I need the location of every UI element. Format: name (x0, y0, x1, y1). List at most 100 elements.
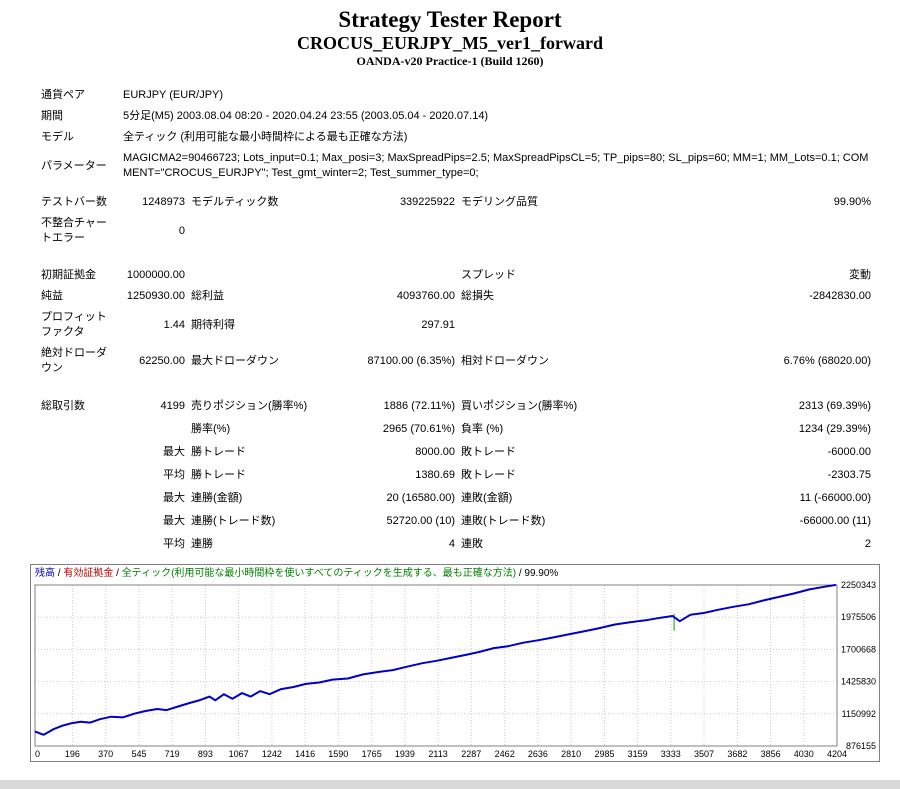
svg-text:1067: 1067 (229, 749, 249, 759)
abs-drawdown-value: 62250.00 (139, 354, 185, 367)
conloss-money-label: 連敗(金額) (461, 492, 513, 504)
avg-win-label: 勝トレード (191, 469, 246, 481)
row-period: 期間 5分足(M5) 2003.08.04 08:20 - 2020.04.24… (38, 106, 874, 127)
balance-chart: 残高 / 有効証拠金 / 全ティック(利用可能な最小時間枠を使いすべてのティック… (30, 564, 880, 762)
parameters-value: MAGICMA2=90466723; Lots_input=0.1; Max_p… (123, 152, 869, 179)
parameters-label: パラメーター (41, 159, 107, 172)
svg-text:2250343: 2250343 (841, 581, 876, 590)
server-build: OANDA-v20 Practice-1 (Build 1260) (356, 54, 544, 68)
svg-text:4204: 4204 (827, 749, 847, 759)
svg-text:876155: 876155 (846, 741, 876, 751)
svg-text:1242: 1242 (262, 749, 282, 759)
avg-conloss-label: 連敗 (461, 538, 483, 550)
rel-drawdown-value: 6.76% (68020.00) (783, 354, 872, 367)
row-average-trade: 平均 勝トレード 1380.69 敗トレード -2303.75 (38, 464, 874, 487)
average-prefix: 平均 (163, 538, 185, 550)
conwin-count-value: 52720.00 (10) (386, 515, 456, 527)
conloss-count-value: -66000.00 (11) (799, 515, 872, 527)
largest-win-label: 勝トレード (191, 446, 246, 458)
svg-text:3159: 3159 (628, 749, 648, 759)
spread-label: スプレッド (461, 269, 516, 281)
avg-loss-value: -2303.75 (827, 469, 872, 481)
svg-text:545: 545 (131, 749, 146, 759)
svg-text:1939: 1939 (395, 749, 415, 759)
row-consecutive-money: 最大 連勝(金額) 20 (16580.00) 連敗(金額) 11 (-6600… (38, 487, 874, 510)
model-label: モデル (41, 131, 74, 143)
svg-text:0: 0 (35, 749, 40, 759)
rel-drawdown-label: 相対ドローダウン (461, 354, 549, 367)
gross-profit-value: 4093760.00 (396, 290, 455, 302)
svg-text:2287: 2287 (461, 749, 481, 759)
total-trades-label: 総取引数 (41, 400, 85, 412)
chart-caption: 残高 / 有効証拠金 / 全ティック(利用可能な最小時間枠を使いすべてのティック… (31, 565, 879, 581)
strategy-name: CROCUS_EURJPY_M5_ver1_forward (297, 33, 603, 53)
profit-factor-value: 1.44 (163, 318, 185, 331)
deposit-label: 初期証拠金 (41, 269, 96, 281)
conwin-money-label: 連勝(金額) (191, 492, 243, 504)
svg-text:4030: 4030 (794, 749, 814, 759)
avg-conwin-label: 連勝 (191, 538, 213, 550)
conwin-money-value: 20 (16580.00) (386, 492, 456, 504)
chart-caption-segment: 有効証拠金 (63, 568, 114, 579)
report-table: 通貨ペア EURJPY (EUR/JPY) 期間 5分足(M5) 2003.08… (38, 85, 874, 556)
max-prefix: 最大 (163, 515, 185, 527)
average-prefix: 平均 (163, 469, 185, 481)
svg-text:3507: 3507 (694, 749, 714, 759)
max-prefix: 最大 (163, 492, 185, 504)
loss-rate-label: 負率 (%) (461, 423, 504, 435)
row-largest-trade: 最大 勝トレード 8000.00 敗トレード -6000.00 (38, 441, 874, 464)
period-label: 期間 (41, 110, 63, 122)
svg-text:1765: 1765 (362, 749, 382, 759)
svg-text:1150992: 1150992 (842, 709, 876, 719)
avg-win-value: 1380.69 (415, 469, 455, 481)
loss-rate-value: 1234 (29.39%) (798, 423, 872, 435)
balance-chart-svg: 0 196 370 545 719 893 1067 1242 1416 1590 1765 1939… (34, 581, 876, 759)
svg-text:196: 196 (65, 749, 80, 759)
svg-text:370: 370 (98, 749, 113, 759)
bars-value: 1248973 (142, 196, 185, 208)
row-symbol: 通貨ペア EURJPY (EUR/JPY) (38, 85, 874, 106)
svg-text:2636: 2636 (528, 749, 548, 759)
report-header: Strategy Tester Report CROCUS_EURJPY_M5_… (0, 0, 900, 69)
chart-caption-segment: / 99.90% (516, 568, 559, 579)
chart-caption-segment: / (55, 568, 64, 579)
spacer-row (38, 379, 874, 395)
page-title: Strategy Tester Report (338, 7, 562, 32)
conloss-money-value: 11 (-66000.00) (799, 492, 872, 504)
largest-win-value: 8000.00 (415, 446, 455, 458)
svg-text:1700668: 1700668 (841, 644, 876, 654)
svg-text:1590: 1590 (328, 749, 348, 759)
largest-prefix: 最大 (163, 446, 185, 458)
expected-payoff-label: 期待利得 (191, 318, 235, 331)
row-parameters: パラメーター MAGICMA2=90466723; Lots_input=0.1… (38, 148, 874, 184)
total-trades-value: 4199 (160, 400, 185, 412)
svg-text:2462: 2462 (495, 749, 515, 759)
quality-label: モデリング品質 (461, 196, 538, 208)
chart-plot-container: 0 196 370 545 719 893 1067 1242 1416 1590 1765 1939… (31, 581, 879, 761)
row-drawdown: 絶対ドローダウン 62250.00 最大ドローダウン 87100.00 (6.3… (38, 343, 874, 379)
gross-loss-label: 総損失 (461, 290, 494, 302)
model-value: 全ティック (利用可能な最小時間枠による最も正確な方法) (123, 131, 408, 143)
largest-loss-value: -6000.00 (827, 446, 872, 458)
row-bars: テストバー数 1248973 モデルティック数 339225922 モデリング品… (38, 192, 874, 213)
net-profit-label: 純益 (41, 290, 63, 302)
spacer-row (38, 249, 874, 265)
row-total-trades: 総取引数 4199 売りポジション(勝率%) 1886 (72.11%) 買いポ… (38, 395, 874, 418)
row-consecutive-count: 最大 連勝(トレード数) 52720.00 (10) 連敗(トレード数) -66… (38, 510, 874, 533)
svg-text:719: 719 (165, 749, 180, 759)
gross-profit-label: 総利益 (191, 290, 224, 302)
svg-text:1425830: 1425830 (841, 677, 876, 687)
period-value: 5分足(M5) 2003.08.04 08:20 - 2020.04.24 23… (123, 110, 489, 122)
long-positions-value: 2313 (69.39%) (798, 400, 872, 412)
row-model: モデル 全ティック (利用可能な最小時間枠による最も正確な方法) (38, 127, 874, 148)
conwin-count-label: 連勝(トレード数) (191, 515, 276, 527)
footer-strip (0, 780, 900, 789)
max-drawdown-value: 87100.00 (6.35%) (367, 354, 455, 367)
chart-caption-segment: / (113, 568, 122, 579)
avg-conloss-value: 2 (864, 538, 872, 550)
ticks-value: 339225922 (399, 196, 455, 208)
row-profit-factor: プロフィットファクタ 1.44 期待利得 297.91 (38, 307, 874, 343)
avg-loss-label: 敗トレード (461, 469, 516, 481)
mismatch-value: 0 (178, 224, 185, 237)
long-positions-label: 買いポジション(勝率%) (461, 400, 578, 412)
